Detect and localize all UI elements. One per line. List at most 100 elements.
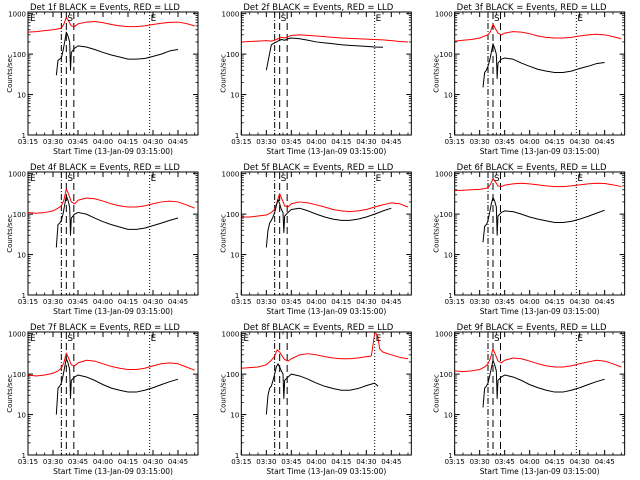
x-tick-label: 03:15	[231, 298, 251, 306]
series-line-lld	[28, 17, 195, 33]
x-tick-label: 04:00	[306, 138, 326, 146]
chart-panel-4: Det 4f BLACK = Events, RED = LLD 1 10 100 10…	[6, 163, 199, 316]
corner-label: E	[30, 14, 36, 24]
x-tick-label: 04:00	[93, 138, 113, 146]
x-tick-label: 04:30	[570, 138, 590, 146]
x-axis-label: Start Time (13-Jan-09 03:15:00)	[53, 307, 173, 316]
y-tick-label: 10	[444, 412, 453, 420]
x-tick-label: 03:15	[231, 458, 251, 466]
series-line-events	[482, 196, 605, 243]
series-line-events	[265, 37, 384, 71]
plot-frame	[27, 331, 199, 456]
marker-label: E	[151, 14, 157, 24]
marker-label: S	[494, 334, 500, 344]
y-tick-label: 1	[22, 292, 26, 300]
y-tick-label: 1	[448, 132, 452, 140]
x-axis-label: Start Time (13-Jan-09 03:15:00)	[266, 307, 386, 316]
y-axis-label: Counts/sec	[219, 54, 227, 93]
x-tick-label: 04:15	[545, 458, 565, 466]
x-tick-label: 04:30	[356, 458, 376, 466]
corner-label: E	[243, 334, 249, 344]
x-tick-label: 03:30	[43, 298, 63, 306]
y-tick-label: 1	[22, 132, 26, 140]
x-tick-label: 04:00	[306, 458, 326, 466]
chart-title: Det 2f BLACK = Events, RED = LLD	[243, 3, 393, 13]
x-tick-label: 03:30	[470, 458, 490, 466]
x-tick-label: 04:30	[570, 458, 590, 466]
y-tick-label: 100	[226, 51, 239, 59]
x-tick-label: 04:30	[143, 458, 163, 466]
x-tick-label: 04:45	[381, 138, 401, 146]
y-tick-label: 1000	[222, 331, 240, 339]
chart-panel-2: Det 2f BLACK = Events, RED = LLD 1 10 100 10…	[219, 3, 412, 156]
y-axis-label: Counts/sec	[6, 374, 14, 413]
x-tick-label: 03:30	[43, 138, 63, 146]
marker-label: E	[577, 14, 583, 24]
y-tick-label: 10	[444, 92, 453, 100]
plot-frame	[27, 171, 199, 296]
series-line-events	[482, 43, 605, 88]
x-tick-label: 04:00	[520, 138, 540, 146]
y-tick-label: 1000	[222, 11, 240, 19]
x-tick-label: 04:45	[595, 458, 615, 466]
marker-label: S	[281, 14, 287, 24]
x-tick-label: 04:15	[331, 298, 351, 306]
x-tick-label: 04:45	[595, 138, 615, 146]
x-tick-label: 04:45	[381, 458, 401, 466]
x-tick-label: 04:30	[356, 138, 376, 146]
y-tick-label: 1	[22, 452, 26, 460]
x-tick-label: 03:30	[470, 138, 490, 146]
marker-label: S	[67, 334, 73, 344]
y-tick-label: 1000	[435, 331, 453, 339]
x-axis-label: Start Time (13-Jan-09 03:15:00)	[480, 307, 600, 316]
x-tick-label: 03:15	[18, 138, 38, 146]
y-tick-label: 10	[17, 92, 26, 100]
x-axis-label: Start Time (13-Jan-09 03:15:00)	[53, 467, 173, 476]
y-tick-label: 10	[230, 252, 239, 260]
chart-panel-5: Det 5f BLACK = Events, RED = LLD 1 10 100 10…	[219, 163, 412, 316]
chart-title: Det 1f BLACK = Events, RED = LLD	[30, 3, 180, 13]
y-axis-label: Counts/sec	[433, 54, 441, 93]
plot-area	[454, 172, 622, 295]
chart-panel-6: Det 6f BLACK = Events, RED = LLD 1 10 100 10…	[433, 163, 626, 316]
corner-label: E	[30, 174, 36, 184]
plot-area	[241, 12, 409, 135]
marker-label: S	[281, 174, 287, 184]
series-line-lld	[241, 34, 409, 43]
series-line-lld	[28, 352, 195, 377]
x-tick-label: 04:30	[356, 298, 376, 306]
x-tick-label: 04:45	[381, 298, 401, 306]
x-tick-label: 04:00	[520, 458, 540, 466]
corner-label: E	[30, 334, 36, 344]
x-tick-label: 03:15	[445, 298, 465, 306]
series-line-lld	[241, 333, 409, 369]
plot-area	[454, 12, 622, 135]
chart-panel-7: Det 7f BLACK = Events, RED = LLD 1 10 100 10…	[6, 323, 199, 476]
plot-area	[241, 332, 409, 455]
y-tick-label: 10	[230, 92, 239, 100]
x-tick-label: 03:30	[43, 458, 63, 466]
x-tick-label: 03:45	[68, 298, 88, 306]
marker-label: S	[67, 174, 73, 184]
y-axis-label: Counts/sec	[433, 214, 441, 253]
y-tick-label: 1000	[435, 171, 453, 179]
series-line-events	[55, 31, 179, 76]
y-axis-label: Counts/sec	[219, 374, 227, 413]
x-tick-label: 03:45	[495, 458, 515, 466]
series-line-events	[55, 358, 179, 415]
marker-label: E	[151, 334, 157, 344]
series-line-lld	[28, 188, 195, 214]
y-axis-label: Counts/sec	[433, 374, 441, 413]
y-tick-label: 100	[439, 211, 452, 219]
x-tick-label: 04:15	[545, 138, 565, 146]
series-line-events	[265, 363, 379, 415]
x-tick-label: 03:30	[256, 298, 276, 306]
y-tick-label: 100	[13, 371, 26, 379]
x-tick-label: 03:45	[281, 298, 301, 306]
marker-label: E	[376, 14, 382, 24]
chart-title: Det 6f BLACK = Events, RED = LLD	[457, 163, 607, 173]
y-tick-label: 1000	[435, 11, 453, 19]
x-tick-label: 04:15	[118, 298, 138, 306]
